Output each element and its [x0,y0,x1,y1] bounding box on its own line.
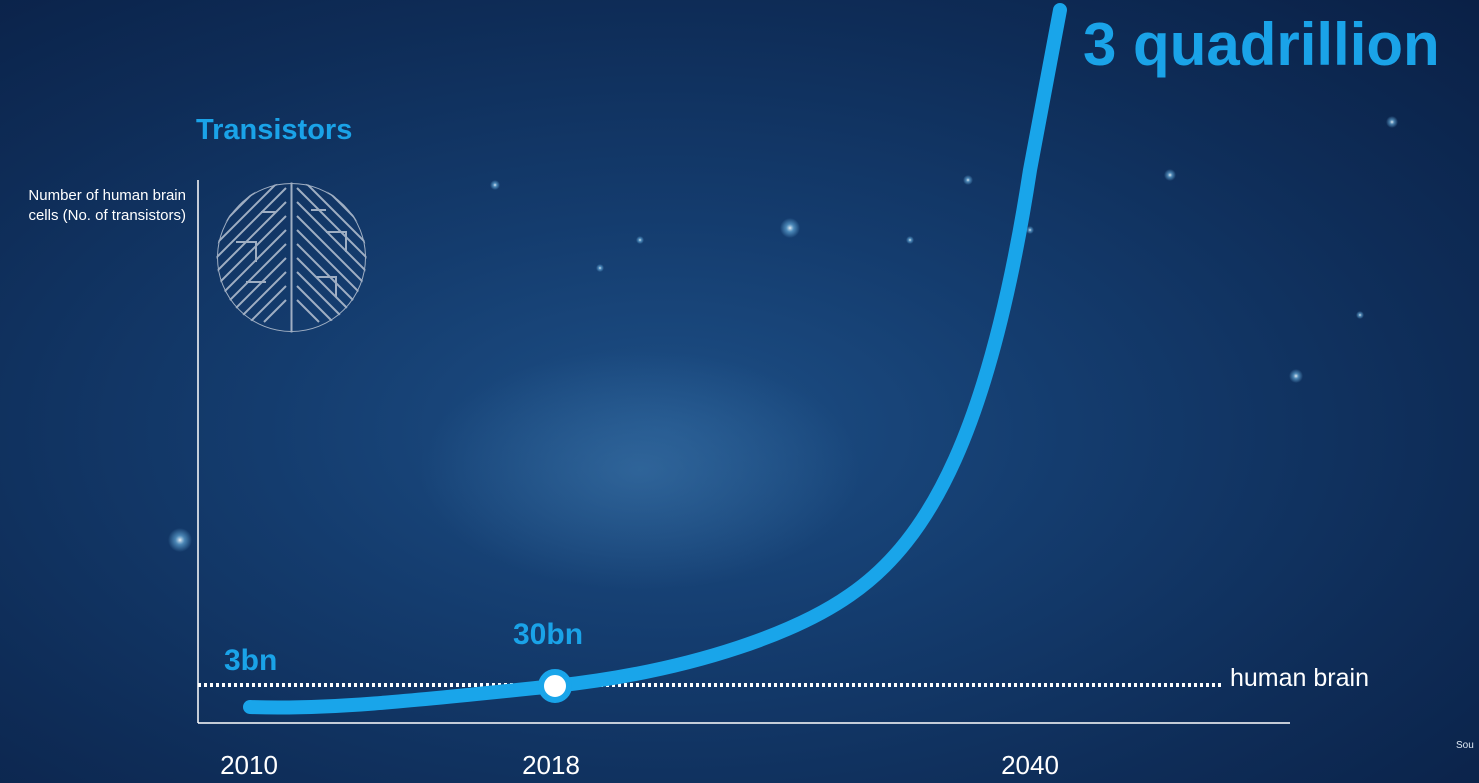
reference-line-label: human brain [1230,664,1369,692]
data-label-2018: 30bn [513,618,584,651]
x-tick-label-2010: 2010 [220,750,278,780]
series-title: Transistors [196,114,353,146]
y-axis-label: Number of human brain cells (No. of tran… [28,187,186,224]
brain-maze-icon [216,182,367,333]
source-note: Sou [1456,740,1474,751]
x-tick-label-2040: 2040 [1001,750,1059,780]
transistors-line [243,3,1067,715]
x-tick-label-2018: 2018 [522,750,580,780]
data-label-2010: 3bn [224,644,278,677]
highlight-point-2018 [538,669,572,703]
data-label-2040: 3 quadrillion [1083,11,1440,78]
